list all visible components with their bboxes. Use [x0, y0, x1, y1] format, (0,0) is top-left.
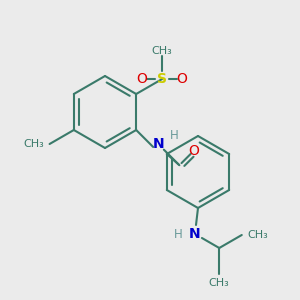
Text: O: O	[177, 72, 188, 86]
Text: CH₃: CH₃	[24, 139, 45, 149]
Text: CH₃: CH₃	[209, 278, 230, 288]
Text: H: H	[170, 128, 178, 142]
Text: O: O	[137, 72, 148, 86]
Text: CH₃: CH₃	[152, 46, 172, 56]
Text: S: S	[157, 72, 167, 86]
Text: H: H	[174, 229, 182, 242]
Text: O: O	[188, 144, 199, 158]
Text: CH₃: CH₃	[248, 230, 268, 240]
Text: N: N	[189, 227, 201, 241]
Text: N: N	[152, 137, 164, 151]
